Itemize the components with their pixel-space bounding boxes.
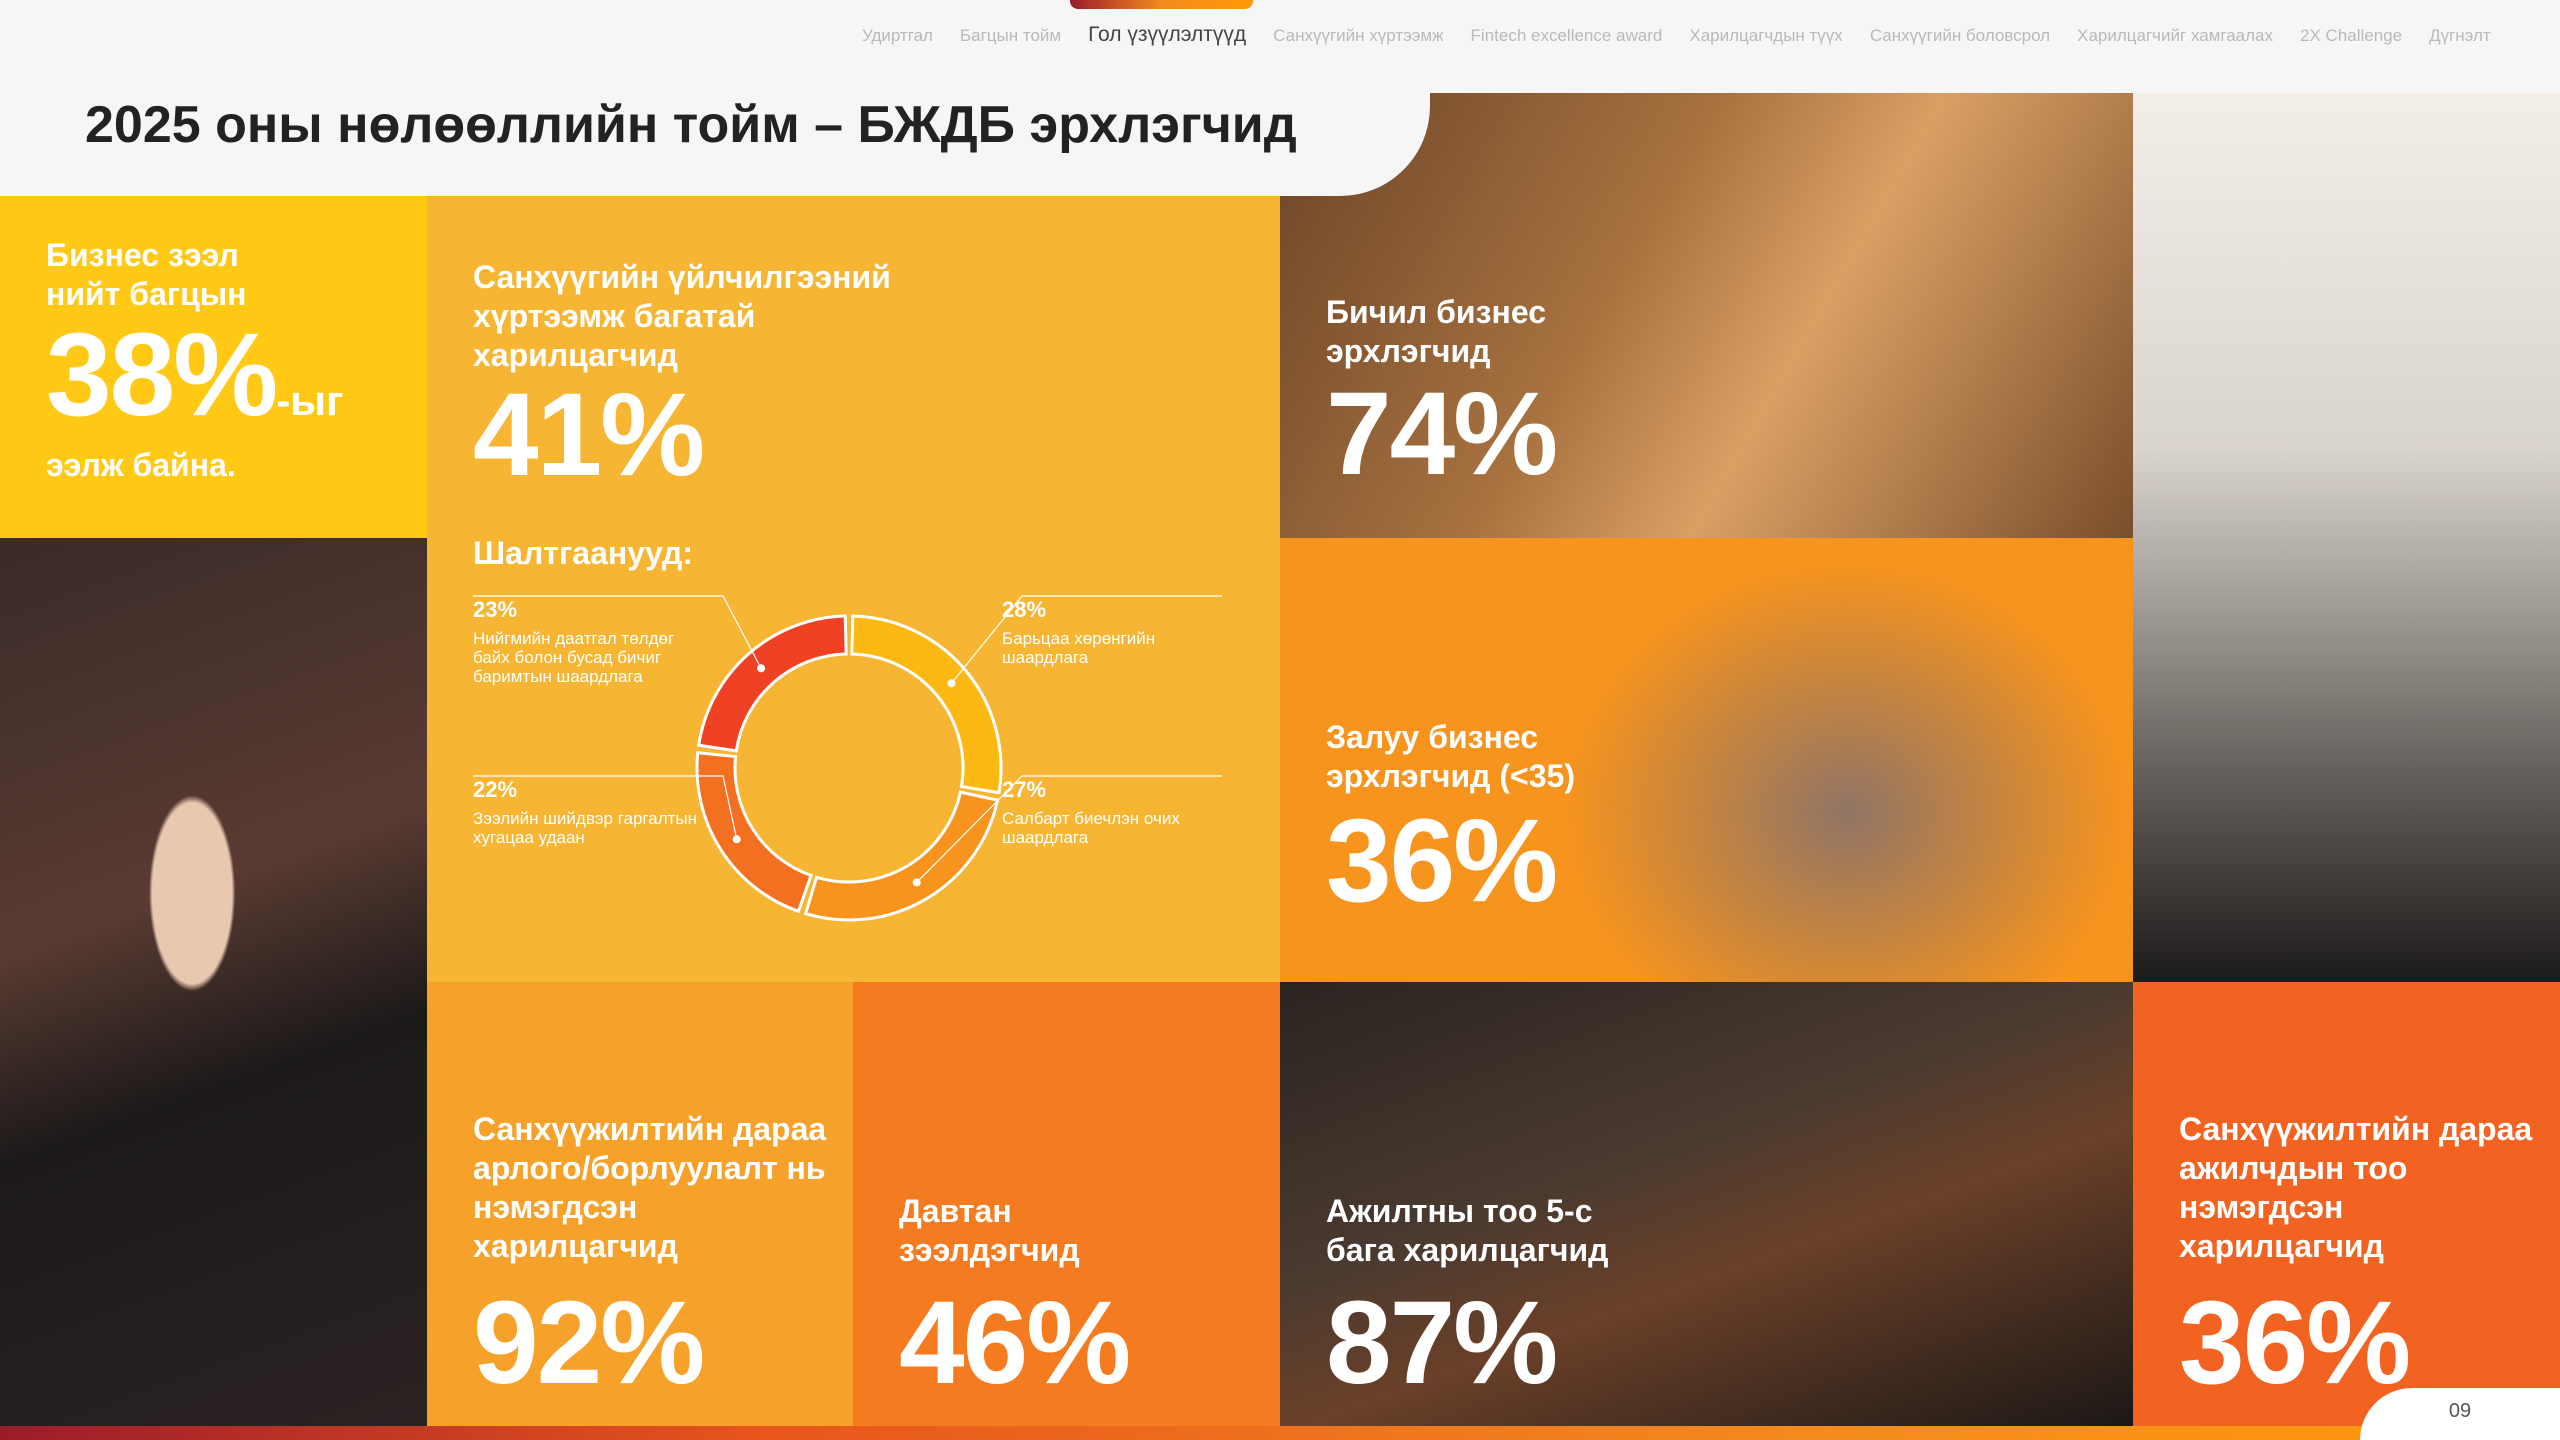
slice-pct: 22% [473, 777, 518, 802]
card-label: ээлж байна. [46, 447, 236, 483]
card-loan-share: Бизнес зээл нийт багцын 38%-ыг ээлж байн… [0, 196, 427, 538]
chart-title: Шалтгаанууд: [473, 535, 693, 571]
slice-label-1: 27% Салбарт биечлэн очих шаардлага [1002, 777, 1222, 848]
card-revenue: Санхүүжилтийн дараа арлого/борлуулалт нь… [427, 982, 853, 1426]
card-label: Давтан зээлдэгчид [899, 1193, 1080, 1268]
nav-item[interactable]: Санхүүгийн боловсрол [1869, 26, 2051, 45]
leader-line [473, 595, 762, 669]
card-value: 38% [46, 309, 278, 441]
card-value: 74% [1326, 368, 1558, 500]
card-value: 36% [1326, 795, 1558, 927]
title-banner [0, 0, 1430, 196]
slice-pct: 27% [1002, 777, 1047, 802]
card-label: Ажилтны тоо 5-с бага харилцагчид [1326, 1193, 1609, 1268]
photo-barista [0, 538, 427, 1426]
leader-line [473, 775, 738, 840]
card-repeat: Давтан зээлдэгчид 46% [853, 982, 1280, 1426]
slice-pct: 28% [1002, 597, 1047, 622]
card-value: 92% [473, 1277, 705, 1409]
card-value: 41% [473, 369, 705, 501]
slice-text: Салбарт биечлэн очих шаардлага [1002, 809, 1180, 847]
card-label: Залуу бизнес эрхлэгчид (<35) [1326, 719, 1575, 794]
slice-text: Зээлийн шийдвэр гаргалтын хугацаа удаан [473, 809, 698, 847]
card-label: Санхүүгийн үйлчилгээний хүртээмж багатай… [473, 259, 891, 373]
nav-item[interactable]: 2X Challenge [2300, 26, 2403, 45]
slice-pct: 23% [473, 597, 518, 622]
card-label: Бизнес зээл [46, 237, 239, 273]
card-value: 46% [899, 1277, 1131, 1409]
card-value: 87% [1326, 1277, 1558, 1409]
bottom-bar [0, 1426, 2560, 1440]
donut-slice [695, 751, 813, 914]
nav-item[interactable]: Харилцагчдын түүх [1689, 26, 1843, 45]
card-young: Залуу бизнес эрхлэгчид (<35) 36% [1280, 538, 2133, 982]
page-title: 2025 оны нөлөөллийн тойм – БЖДБ эрхлэгчи… [85, 96, 1297, 154]
top-nav: Удиртгал Багцын тойм Гол үзүүлэлтүүд Сан… [862, 23, 2491, 47]
nav-item[interactable]: Багцын тойм [959, 26, 1062, 45]
card-value-row: 38%-ыг [46, 316, 344, 436]
slice-label-2: 22% Зээлийн шийдвэр гаргалтын хугацаа уда… [473, 777, 713, 848]
card-value: 36% [2179, 1277, 2411, 1409]
nav-item[interactable]: Fintech excellence award [1470, 26, 1663, 45]
donut-slice [697, 614, 848, 753]
card-small-staff: Ажилтны тоо 5-с бага харилцагчид 87% [1280, 982, 2133, 1426]
donut-slice [850, 614, 1003, 795]
card-label: Санхүүжилтийн дараа ажилчдын тоо нэмэгдс… [2179, 1111, 2533, 1264]
donut-slice [803, 790, 1000, 922]
card-suffix: -ыг [276, 377, 344, 424]
nav-item[interactable]: Дүгнэлт [2429, 26, 2491, 45]
photo-young-group [1560, 558, 2133, 982]
card-label: Санхүүжилтийн дараа арлого/борлуулалт нь… [473, 1111, 827, 1264]
slice-text: Барьцаа хөрөнгийн шаардлага [1002, 629, 1156, 667]
leader-line [951, 595, 1222, 684]
slice-label-3: 23% Нийгмийн даатгал төлдөг байх болон бу… [473, 597, 713, 687]
active-tab-indicator [1070, 0, 1253, 9]
card-low-access: Санхүүгийн үйлчилгээний хүртээмж багатай… [427, 196, 1280, 982]
card-label: нийт багцын [46, 276, 247, 312]
nav-item[interactable]: Удиртгал [862, 26, 933, 45]
card-staff-growth: Санхүүжилтийн дараа ажилчдын тоо нэмэгдс… [2133, 982, 2560, 1426]
slice-label-0: 28% Барьцаа хөрөнгийн шаардлага [1002, 597, 1222, 668]
nav-item[interactable]: Санхүүгийн хүртээмж [1273, 26, 1444, 45]
slice-text: Нийгмийн даатгал төлдөг байх болон бусад… [473, 629, 675, 686]
donut-chart [473, 595, 1222, 922]
leader-line [916, 775, 1222, 883]
page-number: 09 [2360, 1388, 2560, 1440]
photo-office [2133, 93, 2560, 982]
card-micro: Бичил бизнес эрхлэгчид 74% [1280, 93, 2133, 538]
card-label: Бичил бизнес эрхлэгчид [1326, 294, 1546, 369]
nav-item-active[interactable]: Гол үзүүлэлтүүд [1088, 23, 1247, 46]
nav-item[interactable]: Харилцагчийг хамгаалах [2077, 26, 2273, 45]
